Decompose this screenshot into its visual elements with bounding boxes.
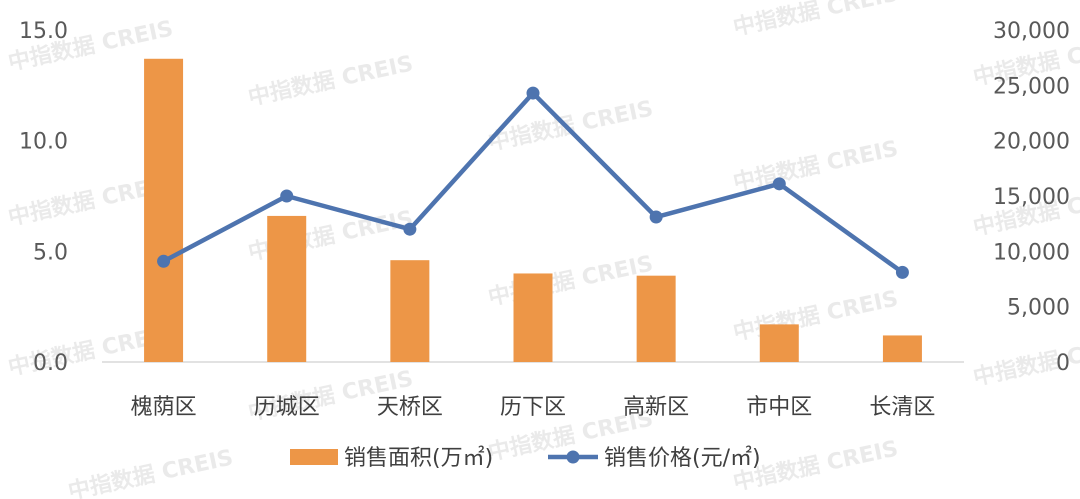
- right-tick-label: 30,000: [993, 19, 1070, 44]
- watermark-text: 中指数据 CREIS: [246, 51, 416, 111]
- right-tick-label: 5,000: [1007, 296, 1070, 321]
- bar: [513, 273, 553, 362]
- line-point: [403, 222, 417, 236]
- bar: [636, 275, 676, 362]
- watermark-text: 中指数据 CREIS: [486, 96, 656, 156]
- right-tick-label: 15,000: [993, 185, 1070, 210]
- line-point: [280, 189, 294, 203]
- category-label: 槐荫区: [131, 395, 197, 420]
- right-tick-label: 20,000: [993, 130, 1070, 155]
- legend-line-marker: [566, 450, 580, 464]
- left-tick-label: 10.0: [19, 130, 68, 155]
- right-tick-label: 10,000: [993, 240, 1070, 265]
- line-point: [157, 254, 171, 268]
- watermark-text: 中指数据 CREIS: [731, 286, 901, 346]
- watermark-text: 中指数据 CREIS: [66, 445, 236, 499]
- bar: [882, 335, 922, 362]
- left-tick-label: 5.0: [33, 240, 68, 265]
- category-labels: 槐荫区 历城区 天桥区 历下区 高新区 市中区 长清区: [131, 395, 936, 420]
- line-point: [649, 210, 663, 224]
- right-tick-label: 25,000: [993, 74, 1070, 99]
- legend-bar-label: 销售面积(万㎡): [344, 445, 493, 471]
- category-label: 历下区: [500, 395, 566, 420]
- legend-bar-swatch: [290, 449, 338, 465]
- legend: 销售面积(万㎡) 销售价格(元/㎡): [290, 445, 761, 471]
- bar-series: [144, 58, 922, 362]
- line-point: [526, 86, 540, 100]
- bar: [267, 215, 307, 362]
- line-point: [772, 177, 786, 191]
- line-point: [895, 265, 909, 279]
- legend-line-label: 销售价格(元/㎡): [604, 445, 761, 471]
- line-series: [157, 86, 909, 279]
- category-label: 高新区: [623, 395, 689, 420]
- bar: [390, 260, 430, 362]
- left-axis-ticks: 0.0 5.0 10.0 15.0: [19, 19, 68, 376]
- watermark-text: 中指数据 CREIS: [731, 0, 901, 41]
- left-tick-label: 0.0: [33, 351, 68, 376]
- category-label: 长清区: [869, 395, 935, 420]
- left-tick-label: 15.0: [19, 19, 68, 44]
- right-tick-label: 0: [1056, 351, 1070, 376]
- bar: [144, 58, 184, 362]
- bar: [759, 324, 799, 362]
- watermark-text: 中指数据 CREIS: [486, 251, 656, 311]
- category-label: 天桥区: [377, 395, 443, 420]
- right-axis-ticks: 0 5,000 10,000 15,000 20,000 25,000 30,000: [993, 19, 1070, 376]
- category-label: 市中区: [746, 395, 812, 420]
- watermark-text: 中指数据 CREIS: [731, 136, 901, 196]
- category-label: 历城区: [254, 395, 320, 420]
